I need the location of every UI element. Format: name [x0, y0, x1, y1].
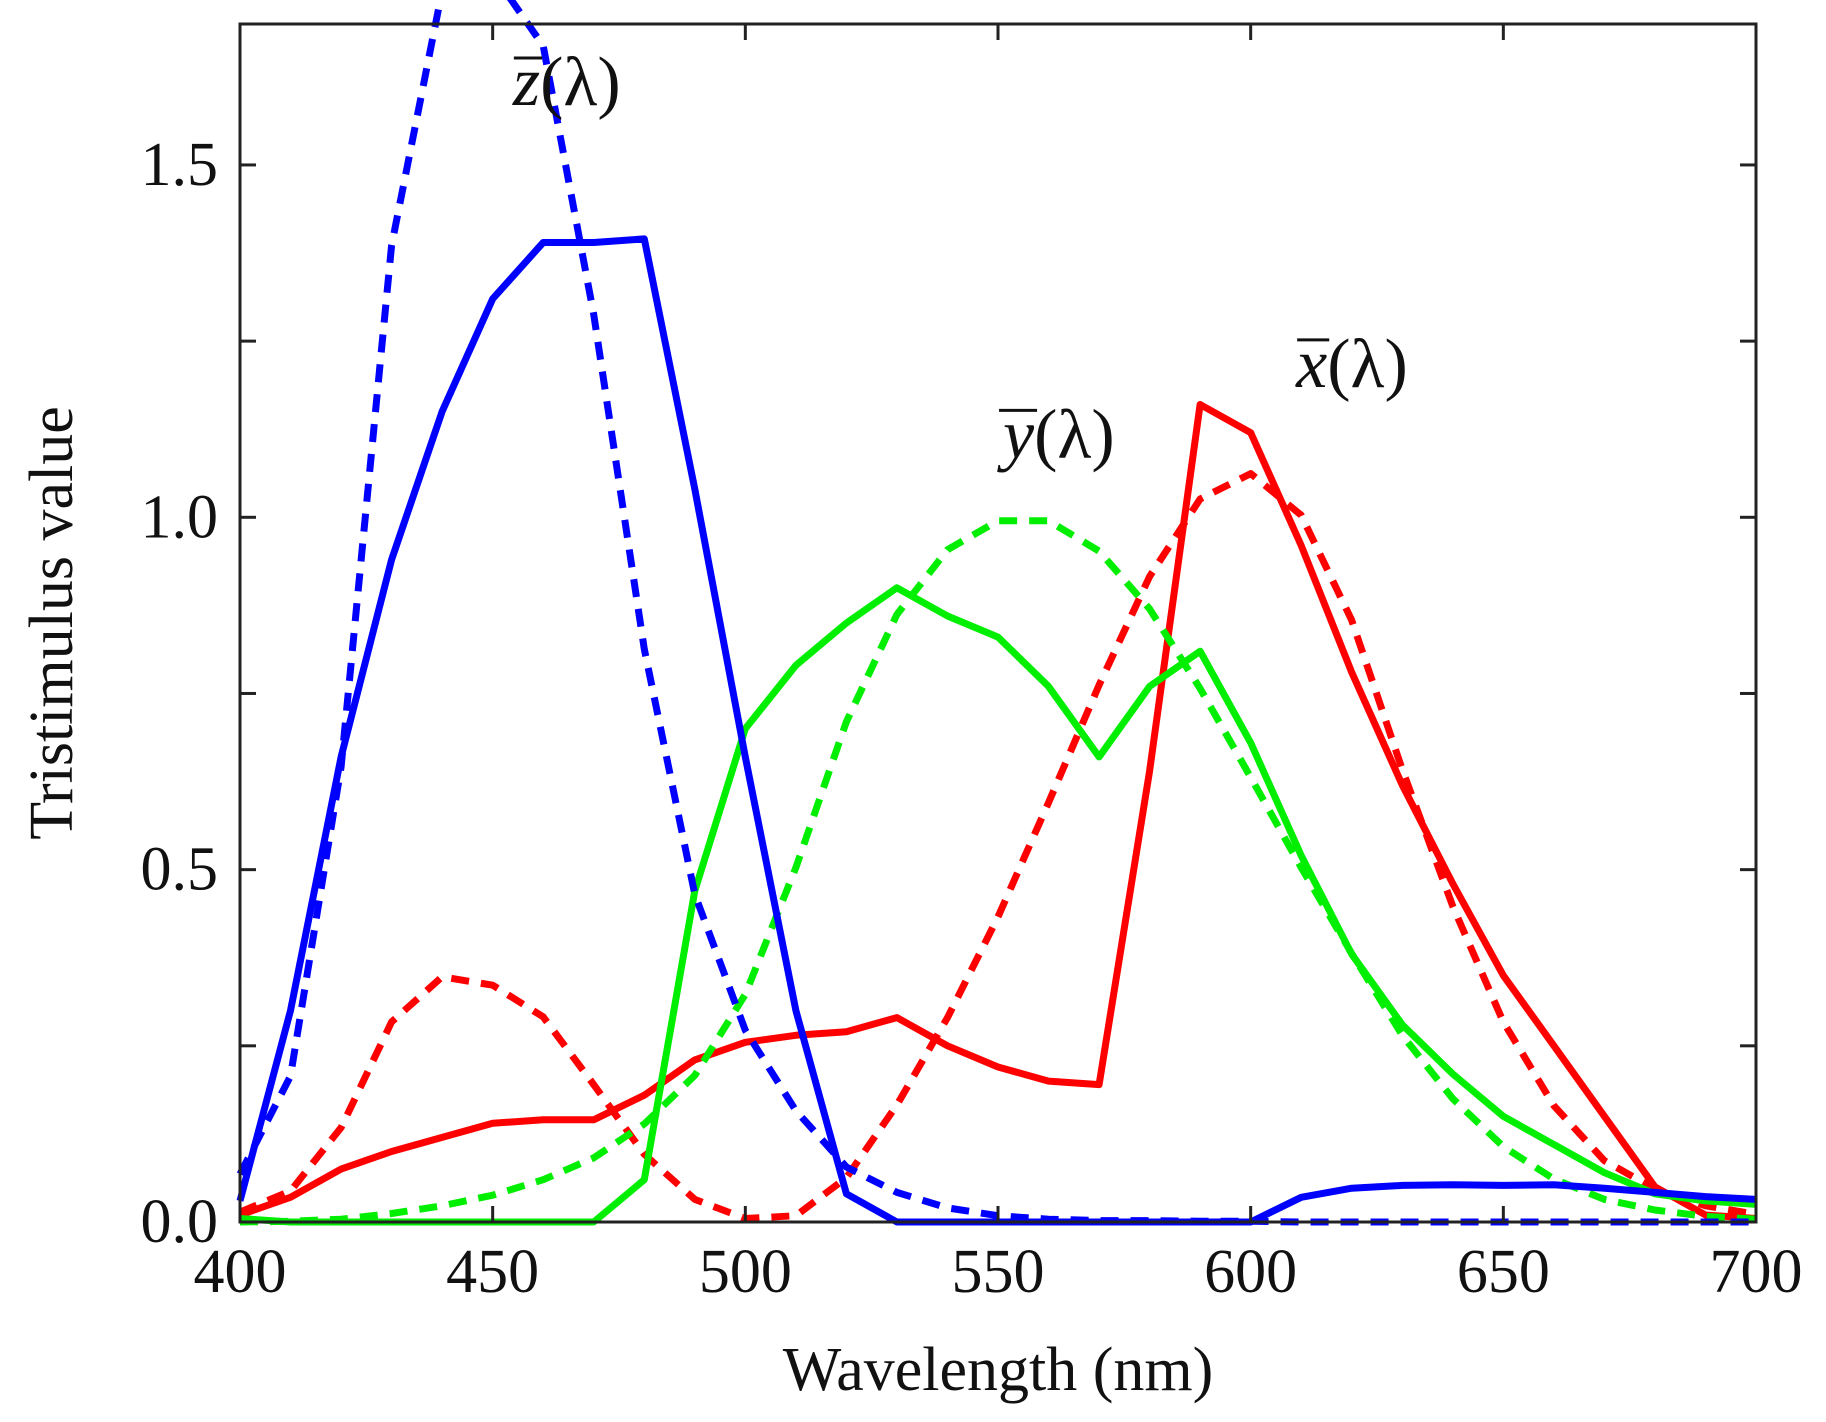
curve-label-variable: x [1295, 326, 1327, 403]
x-tick-label: 400 [194, 1238, 287, 1306]
curve-label-text: y(λ) [997, 396, 1115, 473]
y-tick-label: 0.5 [141, 836, 219, 904]
x-tick-label: 700 [1710, 1238, 1803, 1306]
ticks-layer: 400 450 500 550 600 650 700 0.0 0.5 1.0 1.5 [141, 24, 1803, 1306]
curve-label-argument: (λ) [1034, 396, 1115, 473]
y-axis-title: Tristimulus value [18, 406, 86, 840]
curve-label-variable: z [512, 44, 540, 121]
curve-label-text: x(λ) [1295, 326, 1408, 403]
y-tick-label: 0.0 [141, 1188, 219, 1256]
x-tick-label: 500 [699, 1238, 792, 1306]
x-tick-label: 550 [952, 1238, 1045, 1306]
curve-label-z: z(λ) [512, 44, 621, 121]
y-tick-label: 1.5 [141, 131, 219, 199]
series-line-x-bar-measured [238, 401, 1757, 1222]
x-axis-title: Wavelength (nm) [783, 1336, 1214, 1404]
curve-label-x: x(λ) [1295, 326, 1408, 403]
curve-label-argument: (λ) [1327, 326, 1408, 403]
curve-label-y: y(λ) [997, 396, 1115, 473]
y-tick-label: 1.0 [141, 483, 219, 551]
x-tick-label: 450 [446, 1238, 539, 1306]
series-line-y-bar-cie [239, 517, 1757, 1226]
curve-label-text: z(λ) [512, 44, 621, 121]
x-tick-label: 650 [1457, 1238, 1550, 1306]
curve-label-variable: y [997, 396, 1035, 473]
series-line-x-bar-cie [238, 470, 1757, 1222]
curve-labels-layer: z(λ)y(λ)x(λ) [512, 44, 1408, 473]
curve-label-argument: (λ) [540, 44, 621, 121]
x-tick-label: 600 [1204, 1238, 1297, 1306]
